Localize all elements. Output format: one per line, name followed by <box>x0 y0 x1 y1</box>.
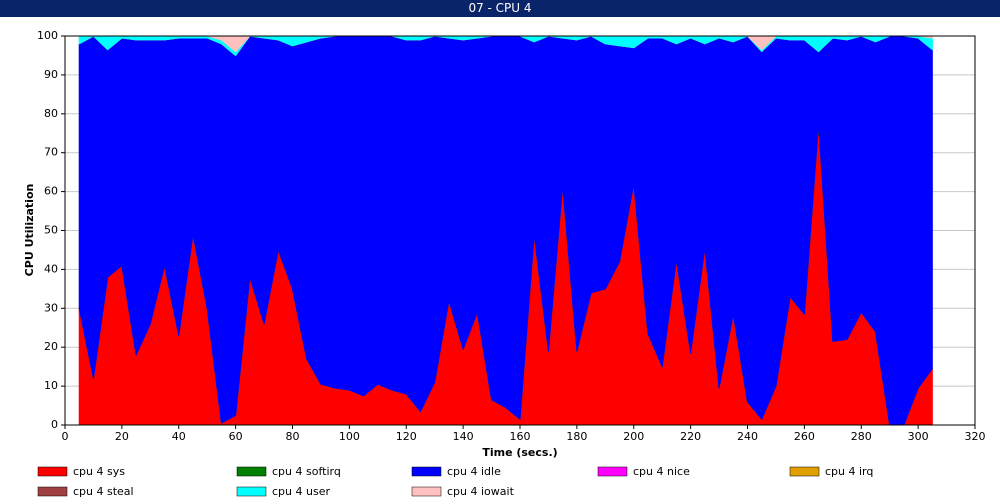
y-tick-label: 60 <box>44 185 58 198</box>
x-tick-label: 60 <box>229 430 243 443</box>
x-tick-label: 220 <box>680 430 701 443</box>
y-tick-label: 40 <box>44 262 58 275</box>
legend-label: cpu 4 softirq <box>272 465 341 478</box>
y-tick-label: 90 <box>44 68 58 81</box>
legend-swatch <box>236 466 267 477</box>
legend-swatch <box>789 466 820 477</box>
legend-swatch <box>411 466 442 477</box>
x-tick-label: 80 <box>286 430 300 443</box>
x-tick-label: 120 <box>396 430 417 443</box>
x-tick-label: 300 <box>908 430 929 443</box>
legend-label: cpu 4 nice <box>633 465 690 478</box>
legend-swatch <box>37 466 68 477</box>
legend-label: cpu 4 user <box>272 485 330 498</box>
x-tick-label: 20 <box>115 430 129 443</box>
y-tick-label: 20 <box>44 340 58 353</box>
legend-label: cpu 4 idle <box>447 465 501 478</box>
y-tick-label: 30 <box>44 301 58 314</box>
legend-swatch <box>37 486 68 497</box>
window-title: 07 - CPU 4 <box>0 0 1000 17</box>
y-tick-label: 50 <box>44 224 58 237</box>
y-tick-label: 100 <box>37 29 58 42</box>
x-tick-label: 320 <box>965 430 986 443</box>
x-tick-label: 160 <box>510 430 531 443</box>
plot-frame <box>64 35 976 426</box>
x-tick-label: 280 <box>851 430 872 443</box>
x-tick-label: 240 <box>737 430 758 443</box>
y-tick-label: 0 <box>51 418 58 431</box>
legend-swatch <box>597 466 628 477</box>
x-tick-label: 140 <box>453 430 474 443</box>
legend-label: cpu 4 steal <box>73 485 134 498</box>
legend-label: cpu 4 sys <box>73 465 125 478</box>
x-tick-label: 180 <box>566 430 587 443</box>
y-axis-label: CPU Utilization <box>23 184 36 277</box>
x-tick-label: 200 <box>623 430 644 443</box>
y-tick-label: 80 <box>44 107 58 120</box>
x-tick-label: 100 <box>339 430 360 443</box>
x-tick-label: 260 <box>794 430 815 443</box>
x-axis-label: Time (secs.) <box>482 446 557 459</box>
y-tick-label: 70 <box>44 146 58 159</box>
legend-label: cpu 4 iowait <box>447 485 515 498</box>
x-tick-label: 40 <box>172 430 186 443</box>
legend-label: cpu 4 irq <box>825 465 873 478</box>
y-tick-label: 10 <box>44 379 58 392</box>
x-tick-label: 0 <box>62 430 69 443</box>
legend-swatch <box>236 486 267 497</box>
legend-swatch <box>411 486 442 497</box>
chart: Time (secs.) CPU Utilization 0 10 20 30 40 50… <box>23 29 986 498</box>
